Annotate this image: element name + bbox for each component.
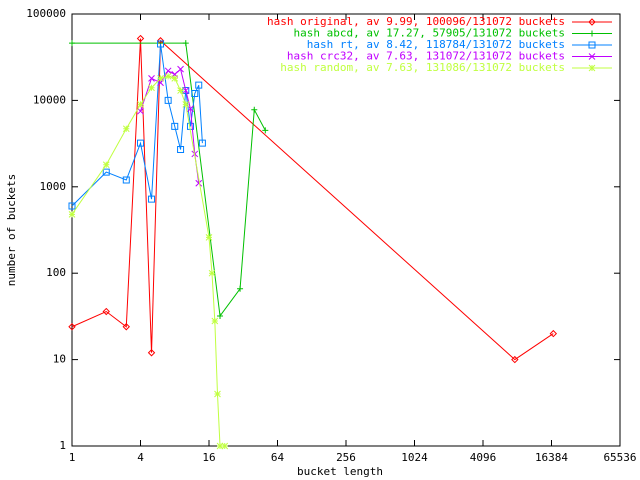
data-point	[157, 74, 164, 82]
data-point	[102, 307, 110, 316]
x-tick-label: 65536	[603, 451, 636, 464]
data-point	[195, 81, 203, 89]
data-point	[136, 34, 145, 43]
x-tick-label: 4	[137, 451, 144, 464]
data-point	[68, 210, 76, 218]
y-tick-label: 10000	[33, 93, 66, 106]
data-point	[237, 285, 244, 292]
data-point	[182, 87, 190, 94]
series-line	[72, 42, 266, 318]
data-point	[216, 442, 224, 450]
data-point	[137, 100, 144, 108]
legend-marker	[588, 41, 596, 49]
data-point	[122, 176, 130, 184]
data-point	[164, 72, 172, 80]
data-point	[69, 40, 75, 47]
data-point	[156, 37, 165, 45]
y-tick-label: 1000	[40, 180, 67, 193]
x-tick-label: 256	[336, 451, 356, 464]
data-point	[205, 233, 213, 241]
data-point	[171, 74, 179, 82]
data-point	[164, 96, 172, 104]
x-tick-label: 64	[271, 451, 285, 464]
data-point	[171, 122, 179, 130]
data-point	[164, 67, 172, 75]
data-point	[102, 168, 110, 176]
x-axis-label: bucket length	[297, 465, 383, 478]
legend-label: hash abcd, av 17.27, 57905/131072 bucket…	[293, 27, 565, 40]
data-point	[251, 106, 258, 113]
data-point	[102, 161, 110, 169]
x-tick-label: 16	[202, 451, 215, 464]
y-tick-label: 100	[46, 266, 66, 279]
data-point	[217, 312, 224, 319]
series-line	[71, 43, 203, 207]
x-tick-label: 1024	[401, 451, 428, 464]
plot-frame	[71, 13, 621, 447]
data-point	[177, 87, 184, 94]
data-point	[68, 323, 76, 331]
legend-marker	[588, 18, 596, 26]
data-point	[177, 65, 184, 73]
data-point	[182, 40, 189, 47]
legend-label: hash crc32, av 7.63, 131072/131072 bucke…	[287, 50, 565, 63]
data-point	[211, 317, 219, 325]
data-point	[68, 202, 76, 210]
data-point	[137, 107, 144, 115]
data-point	[122, 125, 130, 133]
legend-marker	[588, 53, 596, 60]
data-point	[147, 349, 156, 357]
data-point	[157, 40, 165, 48]
data-point	[511, 355, 519, 364]
legend-label: hash rt, av 8.42, 118784/131072 buckets	[307, 38, 565, 51]
data-point	[208, 269, 216, 277]
data-point	[182, 100, 190, 108]
data-point	[148, 84, 155, 92]
data-point	[177, 146, 185, 154]
data-point	[191, 90, 199, 98]
data-point	[262, 127, 269, 134]
series-line	[71, 38, 554, 361]
data-point	[148, 74, 155, 82]
y-tick-label: 10	[53, 353, 66, 366]
x-tick-label: 4096	[470, 451, 497, 464]
y-axis-label: number of buckets	[5, 174, 18, 287]
data-point	[122, 323, 130, 331]
data-point	[549, 329, 558, 338]
x-tick-label: 16384	[535, 451, 568, 464]
data-point	[137, 139, 144, 147]
data-point	[214, 390, 221, 398]
x-tick-label: 1	[69, 451, 76, 464]
legend-label: hash original, av 9.99, 100096/131072 bu…	[267, 15, 565, 28]
y-tick-label: 1	[59, 439, 66, 452]
legend-label: hash random, av 7.63, 131086/131072 buck…	[280, 61, 565, 74]
data-point	[195, 179, 203, 187]
legend-marker	[588, 64, 596, 72]
data-point	[221, 442, 229, 450]
data-point	[148, 195, 156, 203]
data-point	[198, 139, 206, 147]
y-tick-label: 100000	[26, 7, 66, 20]
legend-marker	[589, 30, 595, 37]
series-line	[71, 75, 225, 447]
